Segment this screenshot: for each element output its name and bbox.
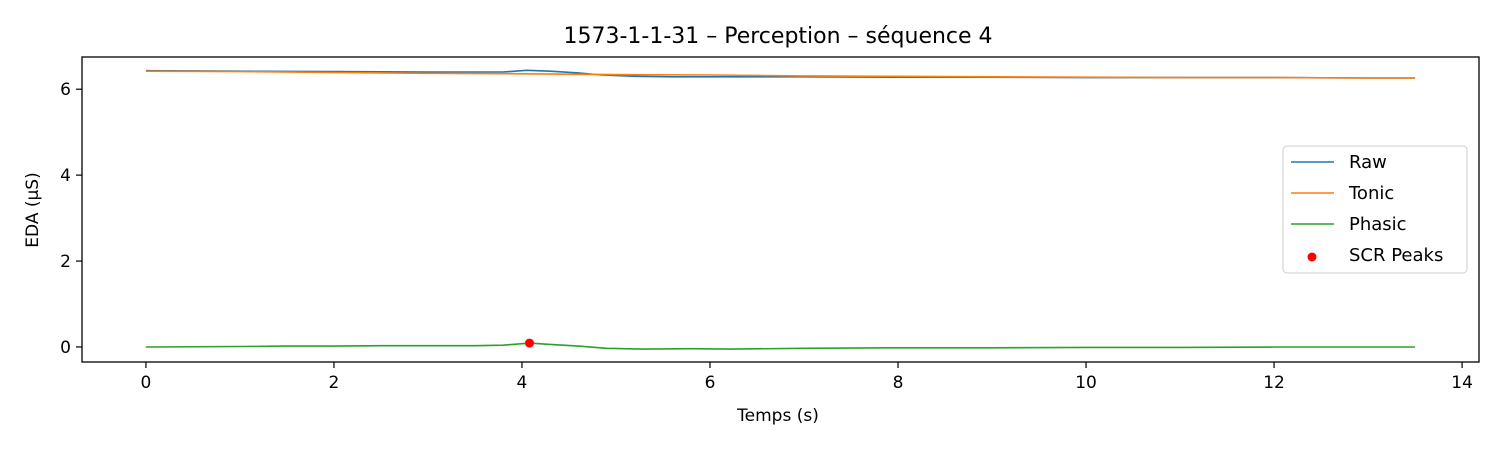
y-tick-label: 6 [60, 80, 71, 100]
x-tick-label: 10 [1075, 373, 1097, 393]
series-line-phasic [145, 342, 1416, 350]
x-tick-label: 12 [1263, 373, 1285, 393]
legend-label-tonic: Tonic [1348, 183, 1394, 204]
legend-label-scr-peaks: SCR Peaks [1349, 245, 1443, 266]
y-axis: 0 2 4 6 [60, 80, 82, 358]
x-tick-label: 4 [517, 373, 528, 393]
y-axis-label: EDA (µS) [23, 172, 43, 247]
x-tick-label: 6 [705, 373, 716, 393]
x-tick-label: 14 [1451, 373, 1473, 393]
y-tick-label: 4 [60, 166, 71, 186]
axes-frame [81, 56, 1480, 363]
scr-peak-point [524, 338, 534, 348]
y-tick-label: 2 [60, 252, 71, 272]
x-tick-label: 8 [893, 373, 904, 393]
legend-swatch-scr-peaks [1307, 252, 1317, 262]
x-tick-label: 0 [141, 373, 152, 393]
plot-area [145, 69, 1416, 350]
series-line-tonic [145, 70, 1416, 79]
chart-title: 1573-1-1-31 – Perception – séquence 4 [563, 24, 992, 49]
legend-box [1282, 145, 1468, 274]
x-axis: 0 2 4 6 8 10 12 14 [141, 362, 1473, 393]
x-tick-label: 2 [329, 373, 340, 393]
legend-label-phasic: Phasic [1349, 214, 1407, 235]
legend: Raw Tonic Phasic SCR Peaks [1282, 145, 1468, 274]
x-axis-label: Temps (s) [736, 406, 819, 426]
y-tick-label: 0 [60, 338, 71, 358]
legend-label-raw: Raw [1349, 152, 1387, 173]
